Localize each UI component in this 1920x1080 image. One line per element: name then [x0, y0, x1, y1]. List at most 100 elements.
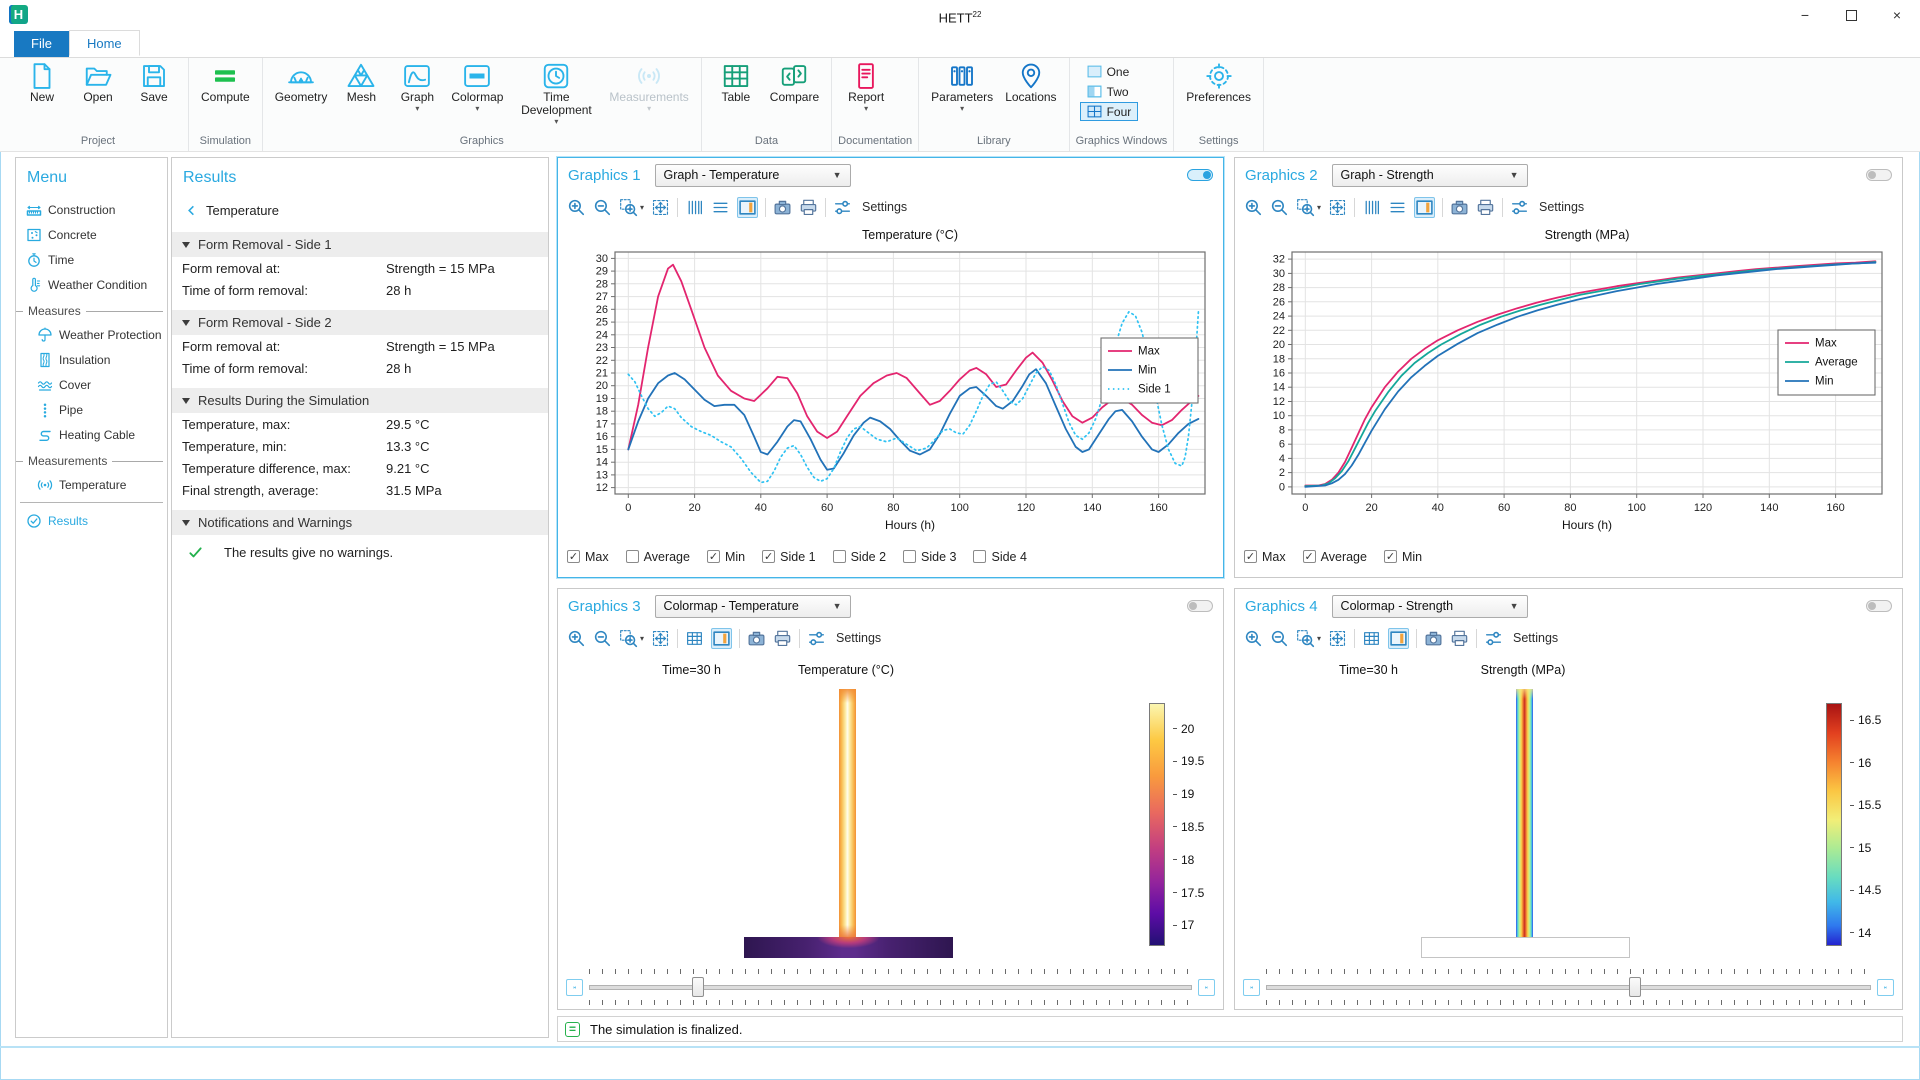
menu-item-results[interactable]: Results: [16, 508, 167, 533]
menu-item-cover[interactable]: Cover: [16, 372, 167, 397]
menu-item-concrete[interactable]: Concrete: [16, 222, 167, 247]
time-slider[interactable]: [589, 969, 1192, 1005]
minimize-button[interactable]: −: [1800, 7, 1810, 23]
mesh-button[interactable]: Mesh: [333, 60, 389, 105]
close-button[interactable]: ×: [1892, 7, 1902, 23]
checkbox-side-2[interactable]: Side 2: [832, 550, 886, 564]
time-step-back-button[interactable]: [1243, 978, 1260, 996]
zoom-region-button[interactable]: ▾: [1296, 198, 1321, 217]
zoom-in-button[interactable]: [1244, 198, 1263, 217]
layout-two-button[interactable]: Two: [1080, 82, 1139, 101]
slider-track[interactable]: [589, 985, 1192, 990]
panel-view-button[interactable]: [711, 627, 733, 649]
time-step-back-button[interactable]: [566, 978, 583, 996]
colormap-button[interactable]: Colormap ▾: [445, 60, 509, 114]
graphics-2-view-select[interactable]: Graph - Strength ▼: [1331, 163, 1528, 187]
panel-view-button[interactable]: [737, 196, 759, 218]
time-step-forward-button[interactable]: [1877, 978, 1894, 996]
fit-view-button[interactable]: [651, 629, 670, 648]
slider-track[interactable]: [1266, 985, 1871, 990]
time-slider[interactable]: [1266, 969, 1871, 1005]
new-button[interactable]: New: [14, 60, 70, 105]
plot-settings-button[interactable]: [1484, 629, 1503, 648]
geometry-button[interactable]: Geometry: [269, 60, 334, 105]
panel-view-button[interactable]: [1414, 196, 1436, 218]
time-development-button[interactable]: Time Development ▾: [509, 60, 603, 127]
compare-button[interactable]: Compare: [764, 60, 825, 105]
report-button[interactable]: Report ▾: [838, 60, 894, 114]
printer-button[interactable]: [1476, 198, 1495, 217]
save-button[interactable]: Save: [126, 60, 182, 105]
layout-four-button[interactable]: Four: [1079, 102, 1139, 121]
tab-home[interactable]: Home: [68, 30, 140, 56]
zoom-out-button[interactable]: [1270, 629, 1289, 648]
tab-file[interactable]: File: [14, 31, 69, 57]
plot-settings-button[interactable]: [833, 198, 852, 217]
open-button[interactable]: Open: [70, 60, 126, 105]
plot-settings-button[interactable]: [1510, 198, 1529, 217]
time-step-forward-button[interactable]: [1198, 978, 1215, 996]
zoom-region-button[interactable]: ▾: [619, 629, 644, 648]
printer-button[interactable]: [1450, 629, 1469, 648]
compute-button[interactable]: Compute: [195, 60, 256, 105]
graphics-3-view-select[interactable]: Colormap - Temperature ▼: [654, 594, 851, 618]
checkbox-side-4[interactable]: Side 4: [973, 550, 1027, 564]
axis-horizontal-button[interactable]: [1388, 198, 1407, 217]
checkbox-average[interactable]: ✓ Average: [1302, 550, 1367, 564]
results-back-row[interactable]: Temperature: [172, 197, 548, 223]
menu-item-insulation[interactable]: Insulation: [16, 347, 167, 372]
maximize-button[interactable]: [1828, 0, 1874, 30]
slider-thumb[interactable]: [1629, 977, 1642, 997]
checkbox-min[interactable]: ✓ Min: [706, 550, 745, 564]
zoom-out-button[interactable]: [1270, 198, 1289, 217]
fit-view-button[interactable]: [651, 198, 670, 217]
graphics-1-toggle[interactable]: [1187, 169, 1213, 181]
zoom-region-button[interactable]: ▾: [619, 198, 644, 217]
checkbox-max[interactable]: ✓ Max: [1244, 550, 1286, 564]
checkbox-max[interactable]: ✓ Max: [567, 550, 609, 564]
graphics-4-toggle[interactable]: [1866, 600, 1892, 612]
menu-item-construction[interactable]: Construction: [16, 197, 167, 222]
camera-button[interactable]: [773, 198, 792, 217]
fit-view-button[interactable]: [1328, 198, 1347, 217]
results-section-header[interactable]: Notifications and Warnings: [172, 510, 548, 535]
printer-button[interactable]: [799, 198, 818, 217]
zoom-out-button[interactable]: [593, 198, 612, 217]
graph-button[interactable]: Graph ▾: [389, 60, 445, 114]
camera-button[interactable]: [747, 629, 766, 648]
locations-button[interactable]: Locations: [999, 60, 1062, 105]
checkbox-min[interactable]: ✓ Min: [1383, 550, 1422, 564]
checkbox-average[interactable]: Average: [625, 550, 690, 564]
results-section-header[interactable]: Form Removal - Side 2: [172, 310, 548, 335]
checkbox-side-1[interactable]: ✓ Side 1: [762, 550, 816, 564]
panel-view-button[interactable]: [1388, 627, 1410, 649]
axis-horizontal-button[interactable]: [711, 198, 730, 217]
slider-thumb[interactable]: [691, 977, 704, 997]
printer-button[interactable]: [773, 629, 792, 648]
results-section-header[interactable]: Results During the Simulation: [172, 388, 548, 413]
zoom-in-button[interactable]: [1244, 629, 1263, 648]
parameters-button[interactable]: Parameters ▾: [925, 60, 999, 114]
zoom-in-button[interactable]: [567, 629, 586, 648]
menu-item-weather-condition[interactable]: Weather Condition: [16, 272, 167, 297]
graphics-4-view-select[interactable]: Colormap - Strength ▼: [1331, 594, 1528, 618]
layout-one-button[interactable]: One: [1080, 62, 1139, 81]
graphics-2-toggle[interactable]: [1866, 169, 1892, 181]
menu-item-heating-cable[interactable]: Heating Cable: [16, 422, 167, 447]
results-section-header[interactable]: Form Removal - Side 1: [172, 232, 548, 257]
zoom-region-button[interactable]: ▾: [1296, 629, 1321, 648]
table-view-button[interactable]: [685, 629, 704, 648]
checkbox-side-3[interactable]: Side 3: [903, 550, 956, 564]
graphics-3-toggle[interactable]: [1187, 600, 1213, 612]
menu-item-pipe[interactable]: Pipe: [16, 397, 167, 422]
zoom-out-button[interactable]: [593, 629, 612, 648]
axis-vertical-button[interactable]: [1362, 198, 1381, 217]
menu-item-weather-protection[interactable]: Weather Protection: [16, 322, 167, 347]
axis-vertical-button[interactable]: [685, 198, 704, 217]
plot-settings-button[interactable]: [807, 629, 826, 648]
fit-view-button[interactable]: [1328, 629, 1347, 648]
menu-item-time[interactable]: Time: [16, 247, 167, 272]
menu-item-temperature[interactable]: Temperature: [16, 472, 167, 497]
table-view-button[interactable]: [1362, 629, 1381, 648]
preferences-button[interactable]: Preferences: [1180, 60, 1257, 105]
